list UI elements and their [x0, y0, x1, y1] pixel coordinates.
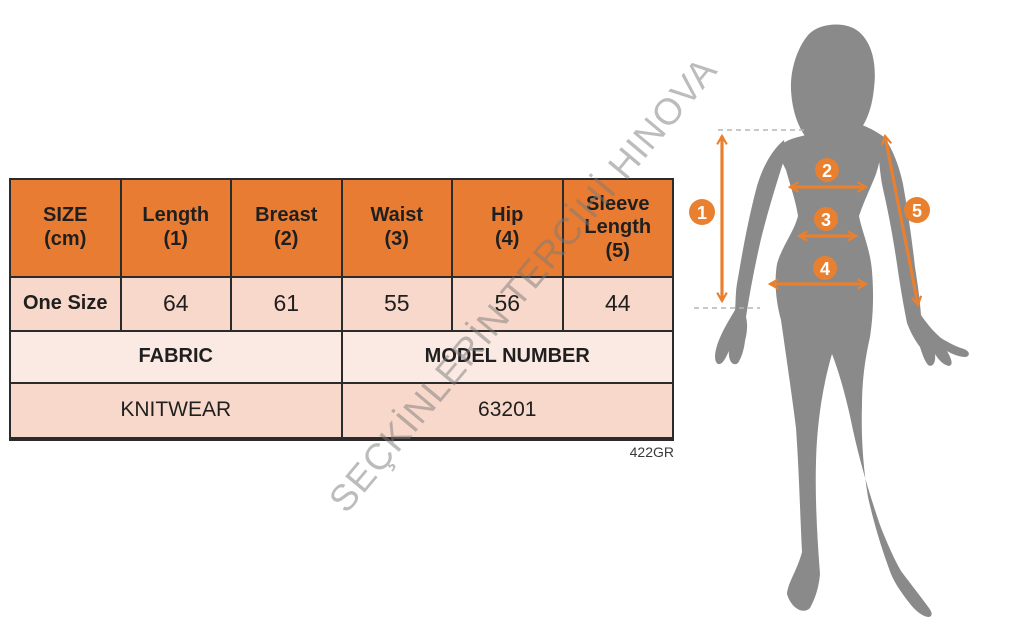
measure-circle-3: [814, 207, 838, 231]
cell-hip-value: 56: [453, 278, 562, 330]
silhouette-left-arm: [715, 140, 785, 365]
measure-circle-4: [813, 256, 837, 280]
measure-number-4: 4: [820, 259, 830, 279]
model-number-label: MODEL NUMBER: [342, 332, 672, 382]
header-size: SIZE (cm): [11, 180, 120, 276]
measure-circle-2: [815, 158, 839, 182]
measure-badge-3: 3: [814, 207, 838, 231]
header-hip: Hip (4): [453, 180, 562, 276]
cell-waist-value: 55: [342, 278, 451, 330]
fabric-label: FABRIC: [11, 332, 341, 382]
measure-arrow-sleeve: [885, 136, 918, 305]
header-sleeve-length: Sleeve Length (5): [563, 180, 672, 276]
silhouette-head: [790, 24, 875, 146]
weight-footnote: 422GR: [629, 444, 674, 460]
cell-sleeve-value: 44: [563, 278, 672, 330]
measure-badge-4: 4: [813, 256, 837, 280]
measure-circle-1: [689, 199, 715, 225]
measurement-figure: 1 2 3 4 5: [689, 24, 969, 617]
measure-badge-5: 5: [904, 197, 930, 223]
silhouette-body: [775, 116, 932, 617]
cell-breast-value: 61: [232, 278, 341, 330]
header-length: Length (1): [121, 180, 230, 276]
measure-number-5: 5: [912, 201, 922, 221]
measure-badge-2: 2: [815, 158, 839, 182]
measure-number-2: 2: [822, 161, 832, 181]
measure-circle-5: [904, 197, 930, 223]
header-breast: Breast (2): [232, 180, 341, 276]
measure-number-1: 1: [697, 203, 707, 223]
model-number-value: 63201: [342, 384, 672, 437]
measure-number-3: 3: [821, 210, 831, 230]
cell-length-value: 64: [121, 278, 230, 330]
size-table: SIZE (cm) Length (1) Breast (2) Waist (3…: [9, 178, 674, 441]
measure-badge-1: 1: [689, 199, 715, 225]
figure-silhouette: [715, 24, 969, 617]
header-waist: Waist (3): [342, 180, 451, 276]
fabric-value: KNITWEAR: [11, 384, 341, 437]
cell-size-name: One Size: [11, 278, 120, 330]
